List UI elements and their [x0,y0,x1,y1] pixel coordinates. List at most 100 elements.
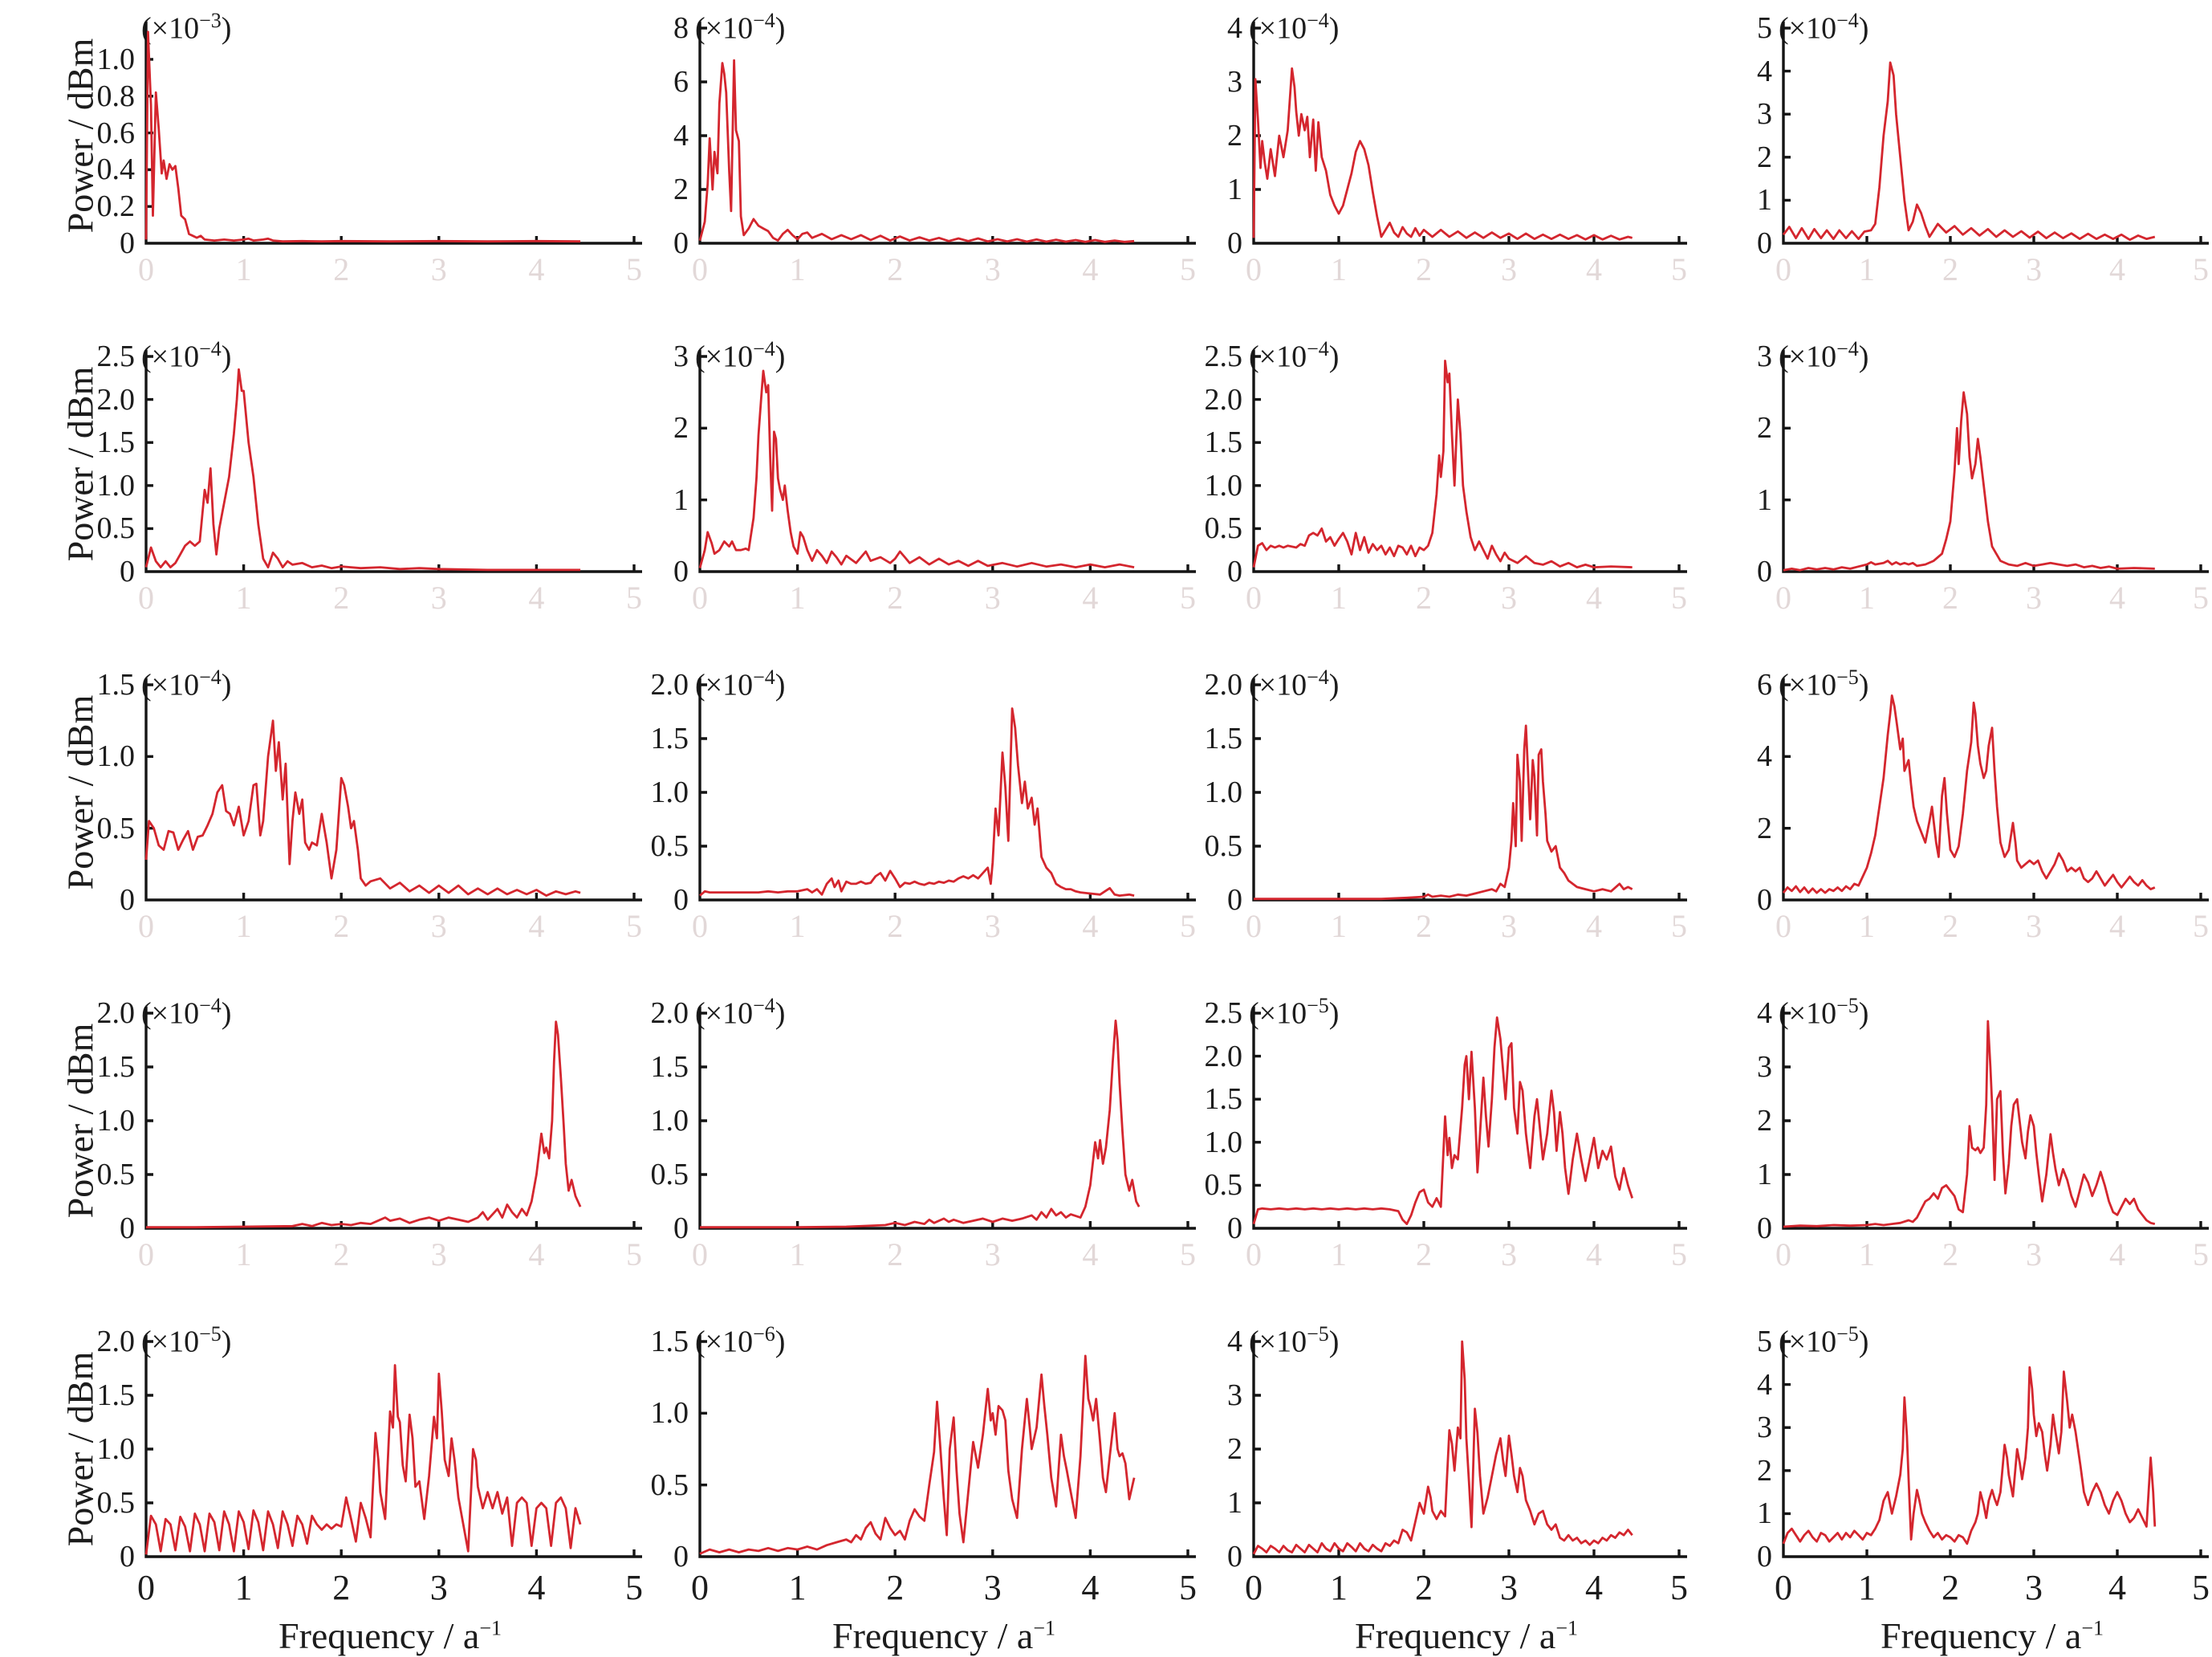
ytick-label: 1.5 [650,1050,689,1084]
xtick-label-faint: 5 [1671,580,1687,616]
ytick-label: 1.5 [96,668,136,702]
axes [698,678,1196,902]
ytick-label: 1.5 [650,722,689,755]
power-axis-label: Power / dBm [59,1023,101,1219]
xtick-label-faint: 0 [138,1236,154,1272]
xtick-label-faint: 4 [1082,580,1099,616]
ytick-label: 4 [1757,739,1772,774]
xtick-label-faint: 0 [692,1236,708,1272]
ytick-label: 0 [1757,555,1772,588]
ytick-label: 0.5 [96,511,136,546]
ytick-label: 0 [673,1540,689,1574]
ytick-label: 0 [1227,555,1242,588]
xtick-label-faint: 4 [2109,1236,2125,1272]
ytick-label: 0 [120,226,135,260]
subplot-r3c2 [698,678,1196,902]
ytick-label: 3 [1227,1378,1242,1412]
ytick-label: 2 [1757,1453,1772,1488]
ytick-label: 0.8 [96,79,136,113]
trace-line [144,31,581,243]
xtick-label-faint: 0 [138,580,154,616]
xtick-label-faint: 3 [430,908,447,944]
ytick-label: 0.4 [96,153,136,187]
subplot-r3c4 [1782,678,2209,902]
ytick-label: 2 [1757,411,1772,446]
xtick-label-faint: 0 [1246,908,1262,944]
ytick-label: 0.5 [650,1468,689,1502]
xtick-label-faint: 0 [1775,1236,1791,1272]
frequency-axis-label: Frequency / a−1 [278,1615,502,1656]
subplot-r4c1 [144,1007,642,1230]
trace-line [699,1354,1136,1555]
ytick-label: 1.0 [96,42,136,76]
scale-label-r1c3: (×10−4) [1249,9,1340,46]
ytick-label: 1.0 [1204,468,1243,503]
xtick-label-faint: 4 [1586,251,1602,287]
ytick-label: 4 [1757,54,1772,88]
ytick-label: 2.0 [1204,668,1243,702]
xtick-label-faint: 4 [1586,580,1602,616]
trace-line [698,59,1135,243]
xtick-label-faint: 1 [235,1236,252,1272]
xtick-label-faint: 4 [528,580,545,616]
xtick-label: 1 [788,1568,807,1607]
xtick-label-faint: 5 [1180,1236,1196,1272]
ytick-label: 4 [1227,11,1242,45]
ytick-label: 5 [1757,11,1772,45]
ytick-label: 3 [1227,65,1242,99]
ytick-label: 0 [1757,1211,1772,1245]
ytick-label: 1.0 [96,1432,136,1466]
xtick-label: 5 [625,1568,643,1607]
xtick-label: 2 [1415,1568,1433,1607]
xtick-label: 4 [1081,1568,1100,1607]
subplot-r2c3 [1252,350,1687,573]
ytick-label: 1.5 [1204,1082,1243,1117]
ytick-label: 0.5 [96,811,136,845]
axes [144,678,642,902]
trace-line [698,369,1135,569]
ytick-label: 2 [673,411,689,446]
trace-line [144,719,581,898]
xtick-label-faint: 2 [1416,251,1432,287]
ytick-label: 2.5 [96,340,136,373]
xtick-label: 2 [332,1568,351,1607]
xtick-label-faint: 5 [2193,908,2209,944]
xtick-label-faint: 4 [1082,1236,1099,1272]
ytick-label: 2 [1757,1104,1772,1138]
xtick-label: 2 [1942,1568,1959,1607]
ytick-label: 3 [1757,1050,1772,1084]
subplot-r1c4 [1782,22,2209,245]
ytick-label: 1.0 [96,1104,136,1138]
xtick-label: 0 [691,1568,709,1607]
trace-line [1783,1020,2156,1228]
xtick-label: 4 [527,1568,546,1607]
xtick-label-faint: 4 [528,1236,545,1272]
xtick-label: 4 [1585,1568,1603,1607]
frequency-axis-label: Frequency / a−1 [1880,1615,2104,1656]
subplot-r5c4 [1782,1335,2209,1558]
xtick-label-faint: 4 [1586,908,1602,944]
ytick-label: 2.5 [1204,996,1243,1030]
ytick-label: 3 [1757,1411,1772,1445]
ytick-label: 1.0 [96,468,136,503]
xtick-label-faint: 0 [1775,908,1791,944]
xtick-label: 0 [1245,1568,1263,1607]
power-axis-label: Power / dBm [59,694,101,890]
xtick-label-faint: 2 [887,251,904,287]
scale-label-r4c2: (×10−4) [695,994,786,1031]
xtick-label-faint: 0 [692,251,708,287]
ytick-label: 3 [1757,340,1772,373]
xtick-label-faint: 2 [333,908,350,944]
xtick-label-faint: 5 [2193,251,2209,287]
xtick-label-faint: 5 [2193,580,2209,616]
ytick-label: 2.5 [1204,340,1243,373]
xtick-label-faint: 4 [2109,251,2125,287]
xtick-label-faint: 1 [789,251,806,287]
ytick-label: 5 [1757,1325,1772,1358]
xtick-label-faint: 3 [984,251,1001,287]
ytick-label: 1.5 [96,1050,136,1084]
trace-line [144,1364,582,1555]
xtick-label-faint: 2 [887,908,904,944]
xtick-label-faint: 4 [528,251,545,287]
